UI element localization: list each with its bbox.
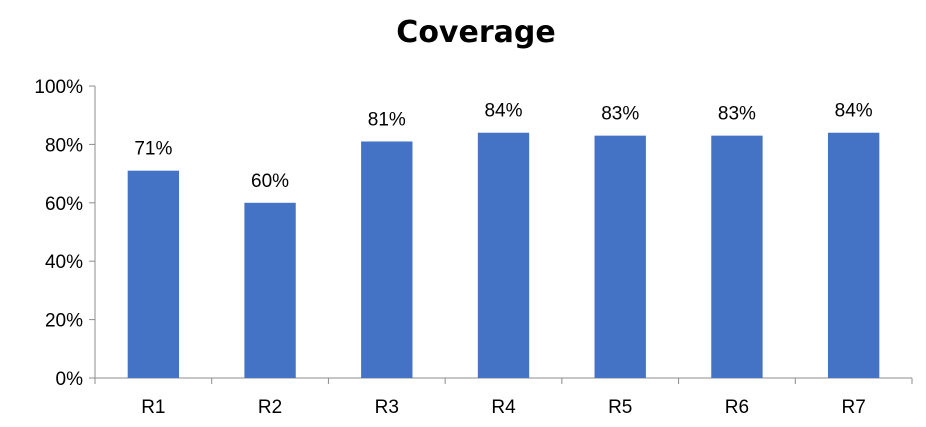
data-label: 83% <box>601 104 639 125</box>
y-tick-label: 0% <box>56 369 84 390</box>
bar-r6 <box>711 135 763 378</box>
data-label: 84% <box>484 101 522 122</box>
bar-r1 <box>127 170 180 378</box>
bar-r5 <box>594 135 646 378</box>
y-tick-label: 40% <box>45 252 83 273</box>
x-axis: R1 R2 R3 R4 R5 R6 R7 <box>94 377 913 418</box>
bar-r4 <box>477 132 530 378</box>
data-label: 60% <box>251 171 289 192</box>
y-tick-label: 60% <box>45 194 83 215</box>
bar-r3 <box>361 141 413 378</box>
data-label: 83% <box>718 104 756 125</box>
data-label: 71% <box>134 139 172 160</box>
x-tick-label: R1 <box>141 397 165 418</box>
y-tick-label: 80% <box>45 135 83 156</box>
x-tick-label: R6 <box>725 397 749 418</box>
data-labels: 71% 60% 81% 84% 83% 83% 84% <box>134 101 872 192</box>
chart-title: Coverage <box>396 15 555 50</box>
y-axis: 0% 20% 40% 60% 80% 100% <box>34 77 96 390</box>
x-tick-label: R5 <box>608 397 632 418</box>
x-tick-label: R3 <box>375 397 399 418</box>
x-tick-label: R2 <box>258 397 282 418</box>
x-tick-label: R7 <box>841 397 865 418</box>
bars <box>127 132 880 378</box>
y-tick-label: 100% <box>34 77 83 98</box>
data-label: 84% <box>835 101 873 122</box>
y-tick-label: 20% <box>45 311 83 332</box>
data-label: 81% <box>368 109 406 130</box>
x-tick-label: R4 <box>491 397 516 418</box>
bar-r2 <box>244 202 296 378</box>
bar-r7 <box>827 132 880 378</box>
